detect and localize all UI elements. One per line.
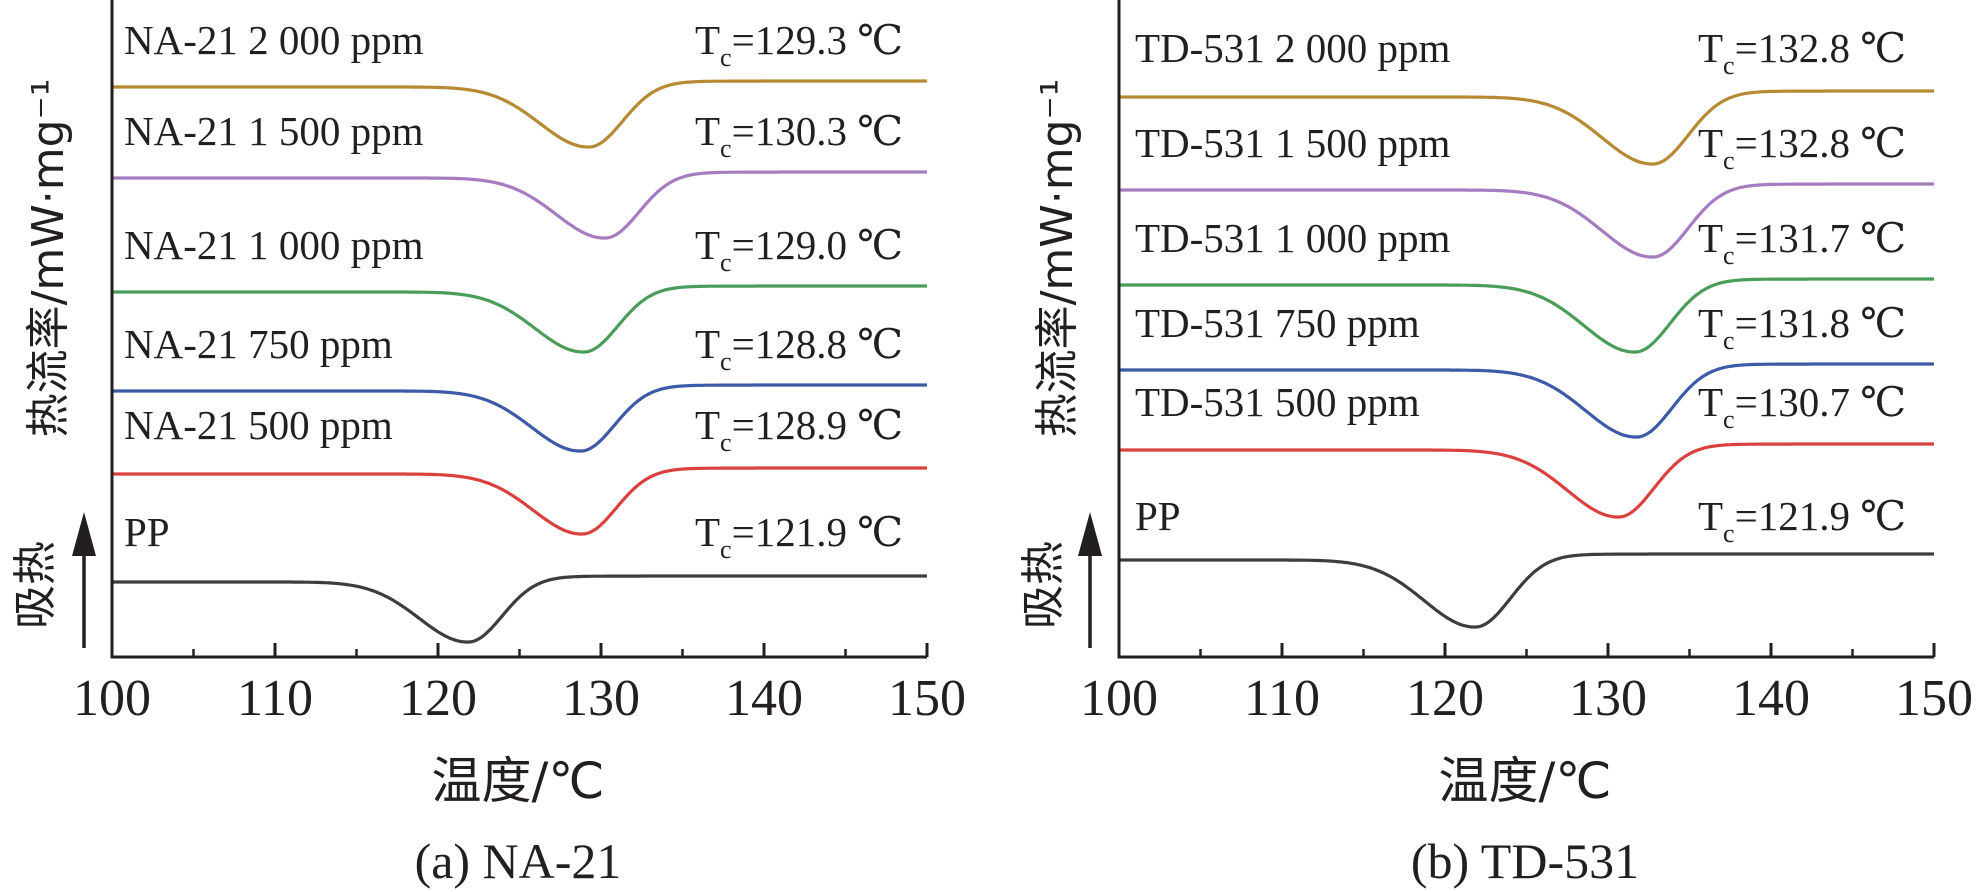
panel-b-plot: PP Tc=121.9 ℃ TD-531 500 ppm Tc=130.7 ℃ TD-5…: [1119, 25, 1934, 629]
panel-b-series-label-4: TD-531 1 500 ppm: [1135, 120, 1451, 166]
panel-b-tc-label-3: Tc=131.7 ℃: [1698, 215, 1906, 270]
panel-b-series-label-5: TD-531 2 000 ppm: [1135, 25, 1451, 71]
panel-b: PP Tc=121.9 ℃ TD-531 500 ppm Tc=130.7 ℃ TD-5…: [1018, 0, 1973, 889]
panel-b-x-tick-label: 130: [1569, 670, 1647, 727]
panel-b-ylabel: 热流率/mW·mg⁻¹: [1032, 79, 1083, 438]
panel-a-endo-indicator: 吸热: [10, 512, 96, 648]
panel-a-series-label-2: NA-21 750 ppm: [124, 321, 393, 367]
panel-b-x-tick-label: 110: [1244, 670, 1320, 727]
panel-b-caption: (b) TD-531: [1411, 833, 1639, 889]
panel-b-curve-5: [1119, 89, 1934, 166]
panel-b-endo-arrow-head: [1078, 512, 1102, 556]
panel-b-endo-indicator: 吸热: [1018, 512, 1102, 648]
panel-b-series-label-3: TD-531 1 000 ppm: [1135, 215, 1451, 261]
panel-a-x-tick-label: 130: [562, 670, 640, 727]
panel-a-tc-label-4: Tc=130.3 ℃: [695, 108, 903, 163]
panel-a-series-label-5: NA-21 2 000 ppm: [124, 17, 424, 63]
panel-a-endo-arrow-head: [72, 512, 96, 556]
panel-b-tc-label-1: Tc=130.7 ℃: [1698, 379, 1906, 434]
panel-a-tc-label-1: Tc=128.9 ℃: [695, 402, 903, 457]
panel-b-x-tick-label: 150: [1895, 670, 1973, 727]
panel-a-curve-2: [112, 383, 927, 453]
panel-a-curve-1: [112, 466, 927, 536]
panel-b-series-label-2: TD-531 750 ppm: [1135, 300, 1420, 346]
panel-a-series-label-0: PP: [124, 509, 170, 555]
panel-b-x-tick-label: 140: [1732, 670, 1810, 727]
panel-a-tc-label-3: Tc=129.0 ℃: [695, 222, 903, 277]
panel-a-series-label-3: NA-21 1 000 ppm: [124, 222, 424, 268]
panel-b-series-label-1: TD-531 500 ppm: [1135, 379, 1420, 425]
panel-a-x-tick-label: 120: [399, 670, 477, 727]
panel-b-tc-label-2: Tc=131.8 ℃: [1698, 300, 1906, 355]
panel-b-tc-label-5: Tc=132.8 ℃: [1698, 25, 1906, 80]
panel-a-series-label-1: NA-21 500 ppm: [124, 402, 393, 448]
panel-a-x-tick-label: 100: [73, 670, 151, 727]
panel-a-ylabel: 热流率/mW·mg⁻¹: [23, 79, 74, 438]
panel-a-curve-4: [112, 170, 927, 240]
panel-a-tc-label-2: Tc=128.8 ℃: [695, 321, 903, 376]
panel-b-curve-1: [1119, 442, 1934, 519]
panel-a-axes: 100 110 120 130 140 150: [73, 0, 966, 727]
panel-a-tc-label-0: Tc=121.9 ℃: [695, 509, 903, 564]
panel-a-endo-label: 吸热: [10, 541, 61, 629]
panel-b-curve-0: [1119, 552, 1934, 629]
panel-b-series-label-0: PP: [1135, 493, 1181, 539]
panel-b-curve-4: [1119, 182, 1934, 259]
panel-b-x-tick-label: 120: [1406, 670, 1484, 727]
panel-b-x-tick-label: 100: [1080, 670, 1158, 727]
panel-b-tc-label-4: Tc=132.8 ℃: [1698, 120, 1906, 175]
panel-b-xlabel: 温度/℃: [1439, 752, 1612, 810]
panel-a-tc-label-5: Tc=129.3 ℃: [695, 17, 903, 72]
panel-a-x-tick-label: 150: [888, 670, 966, 727]
panel-a-x-tick-label: 110: [237, 670, 313, 727]
panel-b-tc-label-0: Tc=121.9 ℃: [1698, 493, 1906, 548]
panel-b-endo-label: 吸热: [1018, 541, 1069, 629]
panel-a-curve-3: [112, 284, 927, 354]
panel-a-series-label-4: NA-21 1 500 ppm: [124, 108, 424, 154]
panel-a-xlabel: 温度/℃: [432, 752, 605, 810]
panel-a-plot: PP Tc=121.9 ℃ NA-21 500 ppm Tc=128.9 ℃ NA-21…: [112, 17, 927, 644]
panel-a-caption: (a) NA-21: [415, 833, 622, 889]
panel-a-curve-0: [112, 574, 927, 644]
panel-b-curve-2: [1119, 362, 1934, 439]
panel-a-curve-5: [112, 79, 927, 149]
panel-a-x-tick-label: 140: [725, 670, 803, 727]
panel-b-curve-3: [1119, 277, 1934, 354]
panel-b-axes: 100 110 120 130 140 150: [1080, 0, 1973, 727]
panel-a: PP Tc=121.9 ℃ NA-21 500 ppm Tc=128.9 ℃ NA-21…: [10, 0, 966, 889]
